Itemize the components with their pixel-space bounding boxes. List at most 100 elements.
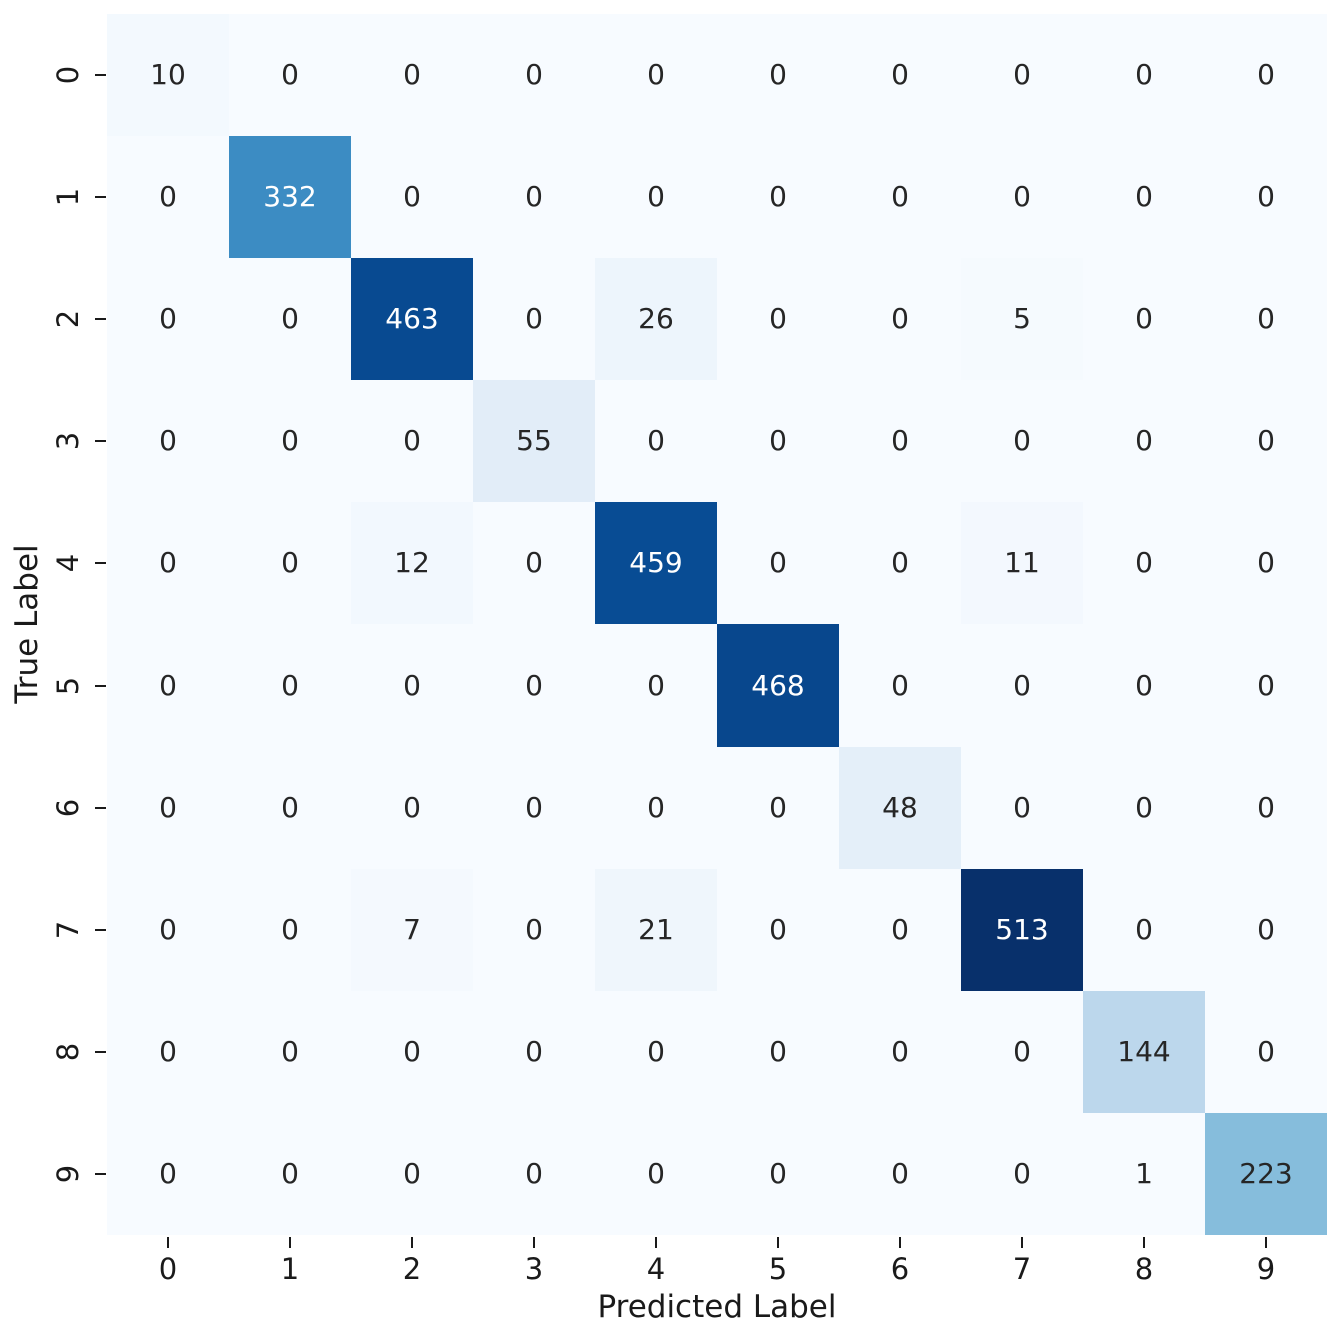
x-tick-label-4: 4: [646, 1252, 666, 1286]
y-tick-label-6: 6: [51, 798, 85, 817]
heatmap-cell-r3c5: 0: [717, 380, 839, 503]
heatmap-cell-r9c0: 0: [107, 1112, 229, 1235]
x-tick-label-9: 9: [1256, 1252, 1276, 1286]
heatmap-cell-r9c3: 0: [473, 1112, 595, 1235]
heatmap-cell-r1c8: 0: [1083, 136, 1205, 259]
heatmap-cell-r9c8: 1: [1083, 1112, 1205, 1235]
heatmap-cell-r1c4: 0: [595, 136, 717, 259]
heatmap-cell-r2c2: 463: [351, 258, 473, 381]
heatmap-cell-r5c7: 0: [961, 624, 1083, 747]
x-tick-mark-0: [167, 1237, 169, 1248]
heatmap-cell-r2c4: 26: [595, 258, 717, 381]
heatmap-cell-r6c8: 0: [1083, 746, 1205, 869]
heatmap-plot-area: 10 0 0 0 0 0 0 0 0 0 0 332 0 0 0 0 0 0 0 0 0 0 463 0 26 0 0 5 0 0 0 0 0 5…: [107, 14, 1327, 1235]
heatmap-cell-r2c3: 0: [473, 258, 595, 381]
heatmap-cell-r9c9: 223: [1205, 1112, 1327, 1235]
x-tick-mark-8: [1143, 1237, 1145, 1248]
heatmap-cell-r0c4: 0: [595, 14, 717, 137]
x-tick-mark-6: [899, 1237, 901, 1248]
heatmap-cell-r9c2: 0: [351, 1112, 473, 1235]
heatmap-cell-r0c3: 0: [473, 14, 595, 137]
heatmap-cell-r4c6: 0: [839, 502, 961, 625]
heatmap-cell-r6c6: 48: [839, 746, 961, 869]
heatmap-cell-r8c3: 0: [473, 990, 595, 1113]
heatmap-cell-r9c5: 0: [717, 1112, 839, 1235]
heatmap-cell-r3c6: 0: [839, 380, 961, 503]
heatmap-cell-r6c1: 0: [229, 746, 351, 869]
heatmap-cell-r4c1: 0: [229, 502, 351, 625]
heatmap-cell-r9c1: 0: [229, 1112, 351, 1235]
heatmap-cell-r7c5: 0: [717, 868, 839, 991]
heatmap-cell-r2c9: 0: [1205, 258, 1327, 381]
heatmap-cell-r5c9: 0: [1205, 624, 1327, 747]
y-tick-mark-9: [95, 1172, 106, 1175]
heatmap-cell-r0c8: 0: [1083, 14, 1205, 137]
y-tick-mark-7: [95, 928, 106, 931]
y-tick-label-1: 1: [51, 187, 85, 207]
heatmap-cell-r7c3: 0: [473, 868, 595, 991]
heatmap-cell-r0c1: 0: [229, 14, 351, 137]
y-tick-label-0: 0: [51, 65, 85, 85]
heatmap-cell-r8c4: 0: [595, 990, 717, 1113]
y-tick-mark-4: [95, 562, 106, 565]
x-tick-label-5: 5: [768, 1252, 788, 1286]
heatmap-cell-r1c9: 0: [1205, 136, 1327, 259]
heatmap-cell-r7c4: 21: [595, 868, 717, 991]
heatmap-cell-r7c1: 0: [229, 868, 351, 991]
x-tick-mark-9: [1265, 1237, 1267, 1248]
heatmap-cell-r0c6: 0: [839, 14, 961, 137]
heatmap-cell-r5c6: 0: [839, 624, 961, 747]
heatmap-cell-r5c8: 0: [1083, 624, 1205, 747]
heatmap-cell-r7c8: 0: [1083, 868, 1205, 991]
heatmap-cell-r1c0: 0: [107, 136, 229, 259]
y-tick-mark-5: [95, 684, 106, 687]
y-tick-mark-2: [95, 318, 106, 321]
heatmap-cell-r0c7: 0: [961, 14, 1083, 137]
heatmap-cell-r2c7: 5: [961, 258, 1083, 381]
heatmap-cell-r4c3: 0: [473, 502, 595, 625]
heatmap-cell-r5c3: 0: [473, 624, 595, 747]
y-tick-mark-1: [95, 196, 106, 199]
heatmap-cell-r5c2: 0: [351, 624, 473, 747]
heatmap-cell-r3c0: 0: [107, 380, 229, 503]
y-tick-mark-8: [95, 1050, 106, 1053]
heatmap-cell-r6c7: 0: [961, 746, 1083, 869]
heatmap-cell-r4c7: 11: [961, 502, 1083, 625]
heatmap-cell-r1c6: 0: [839, 136, 961, 259]
x-tick-label-8: 8: [1134, 1252, 1154, 1286]
x-tick-label-6: 6: [890, 1252, 910, 1286]
heatmap-cell-r9c4: 0: [595, 1112, 717, 1235]
heatmap-cell-r4c2: 12: [351, 502, 473, 625]
heatmap-cell-r9c7: 0: [961, 1112, 1083, 1235]
y-tick-mark-0: [95, 74, 106, 76]
heatmap-cell-r7c0: 0: [107, 868, 229, 991]
heatmap-cell-r2c5: 0: [717, 258, 839, 381]
heatmap-cell-r0c5: 0: [717, 14, 839, 137]
x-tick-mark-4: [655, 1237, 657, 1248]
x-tick-mark-3: [533, 1237, 535, 1248]
heatmap-cell-r3c3: 55: [473, 380, 595, 503]
y-axis-label: True Label: [9, 544, 45, 704]
heatmap-cell-r4c4: 459: [595, 502, 717, 625]
heatmap-cell-r2c8: 0: [1083, 258, 1205, 381]
heatmap-cell-r5c1: 0: [229, 624, 351, 747]
heatmap-cell-r1c1: 332: [229, 136, 351, 259]
heatmap-cell-r8c0: 0: [107, 990, 229, 1113]
y-tick-label-5: 5: [51, 676, 85, 695]
y-tick-label-2: 2: [51, 309, 85, 329]
heatmap-cell-r8c2: 0: [351, 990, 473, 1113]
heatmap-cell-r3c7: 0: [961, 380, 1083, 503]
heatmap-cell-r6c0: 0: [107, 746, 229, 869]
heatmap-cell-r2c1: 0: [229, 258, 351, 381]
heatmap-cell-r8c5: 0: [717, 990, 839, 1113]
heatmap-cell-r3c8: 0: [1083, 380, 1205, 503]
heatmap-cell-r2c6: 0: [839, 258, 961, 381]
heatmap-cell-r0c2: 0: [351, 14, 473, 137]
heatmap-cell-r6c5: 0: [717, 746, 839, 869]
y-tick-label-4: 4: [51, 554, 85, 573]
heatmap-cell-r7c6: 0: [839, 868, 961, 991]
heatmap-cell-r1c7: 0: [961, 136, 1083, 259]
heatmap-cell-r5c4: 0: [595, 624, 717, 747]
x-tick-mark-5: [777, 1237, 779, 1248]
